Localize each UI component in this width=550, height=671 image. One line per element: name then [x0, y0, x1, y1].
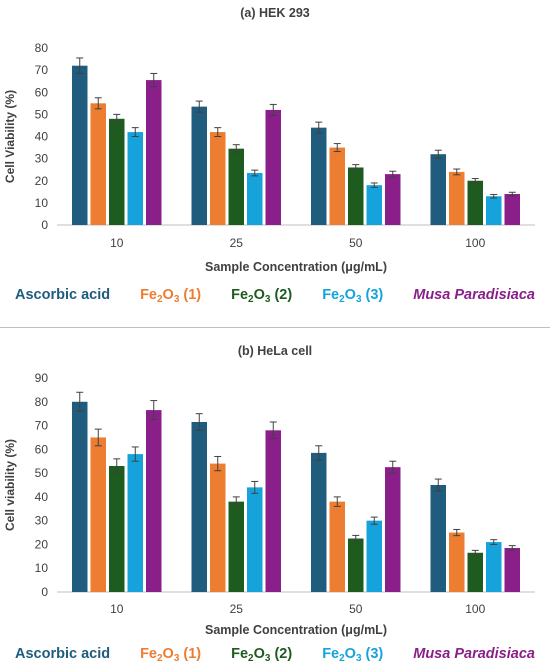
bar	[467, 552, 483, 592]
legend-entry: Fe2O3 (3)	[322, 646, 384, 664]
bar	[265, 430, 281, 592]
x-tick-label: 50	[349, 236, 363, 250]
x-tick-label: 25	[230, 602, 244, 616]
chart-title: (a) HEK 293	[240, 6, 310, 20]
legend-entry: Fe2O3 (2)	[231, 287, 293, 305]
y-tick-label: 80	[35, 395, 49, 409]
y-tick-label: 30	[35, 152, 49, 166]
y-tick-label: 80	[35, 41, 49, 55]
bar	[247, 173, 263, 225]
y-tick-label: 20	[35, 537, 49, 551]
bar	[430, 485, 446, 592]
bar	[430, 154, 446, 225]
y-tick-label: 40	[35, 490, 49, 504]
bar	[504, 548, 520, 592]
chart-title: (b) HeLa cell	[238, 344, 312, 358]
legend-entry: Fe2O3 (3)	[322, 287, 384, 305]
bar	[385, 467, 401, 592]
bar	[311, 127, 327, 225]
x-tick-label: 10	[110, 236, 124, 250]
legend-entry: Musa Paradisiaca	[413, 646, 535, 662]
legend-entry: Fe2O3 (1)	[140, 646, 202, 664]
y-tick-label: 50	[35, 107, 49, 121]
bar	[146, 80, 162, 225]
legend-panel-b: Ascorbic acid Fe2O3 (1) Fe2O3 (2) Fe2O3 (3)…	[0, 646, 550, 664]
y-tick-label: 60	[35, 85, 49, 99]
bar	[265, 109, 281, 225]
y-tick-label: 0	[41, 585, 48, 599]
bar	[449, 532, 465, 592]
legend-entry: Ascorbic acid	[14, 287, 111, 303]
bar	[366, 520, 382, 592]
bar	[90, 437, 106, 592]
legend-entry: Fe2O3 (2)	[231, 646, 293, 664]
x-tick-label: 50	[349, 602, 363, 616]
y-tick-label: 90	[35, 371, 49, 385]
y-tick-label: 30	[35, 514, 49, 528]
bar	[127, 132, 143, 225]
bar	[109, 118, 125, 225]
bar	[146, 410, 162, 592]
bar	[90, 103, 106, 225]
bar	[210, 463, 226, 592]
y-tick-label: 20	[35, 174, 49, 188]
panel-divider	[0, 327, 550, 328]
bar	[449, 171, 465, 225]
y-tick-label: 10	[35, 561, 49, 575]
legend-panel-a: Ascorbic acid Fe2O3 (1) Fe2O3 (2) Fe2O3 (3)…	[0, 287, 550, 305]
bar	[467, 180, 483, 225]
bar	[127, 454, 143, 592]
y-tick-label: 0	[41, 218, 48, 232]
y-tick-label: 70	[35, 63, 49, 77]
x-axis-label: Sample Concentration (μg/mL)	[205, 623, 387, 637]
legend-entry: Musa Paradisiaca	[413, 287, 535, 303]
bar	[486, 542, 502, 592]
y-axis-label: Cell viability (%)	[3, 439, 17, 531]
bar	[486, 196, 502, 225]
x-tick-label: 100	[465, 602, 485, 616]
bar	[348, 538, 364, 592]
bar	[329, 147, 345, 225]
x-tick-label: 10	[110, 602, 124, 616]
bar	[228, 501, 244, 592]
bar	[311, 452, 327, 592]
y-tick-label: 50	[35, 466, 49, 480]
legend-entry: Ascorbic acid	[14, 646, 111, 662]
y-tick-label: 60	[35, 442, 49, 456]
bar	[228, 148, 244, 225]
bar	[385, 174, 401, 225]
bar	[109, 465, 125, 592]
y-tick-label: 10	[35, 196, 49, 210]
bar	[504, 194, 520, 225]
x-axis-label: Sample Concentration (μg/mL)	[205, 260, 387, 274]
x-tick-label: 100	[465, 236, 485, 250]
y-axis-label: Cell Viability (%)	[3, 90, 17, 183]
bar	[329, 501, 345, 592]
bar	[72, 65, 88, 225]
bar	[191, 421, 207, 592]
x-tick-label: 25	[230, 236, 244, 250]
bar	[366, 185, 382, 225]
bar	[247, 487, 263, 592]
y-tick-label: 70	[35, 419, 49, 433]
bar	[348, 167, 364, 225]
bar	[191, 106, 207, 225]
bar	[210, 132, 226, 225]
bar	[72, 401, 88, 592]
legend-entry: Fe2O3 (1)	[140, 287, 202, 305]
y-tick-label: 40	[35, 130, 49, 144]
